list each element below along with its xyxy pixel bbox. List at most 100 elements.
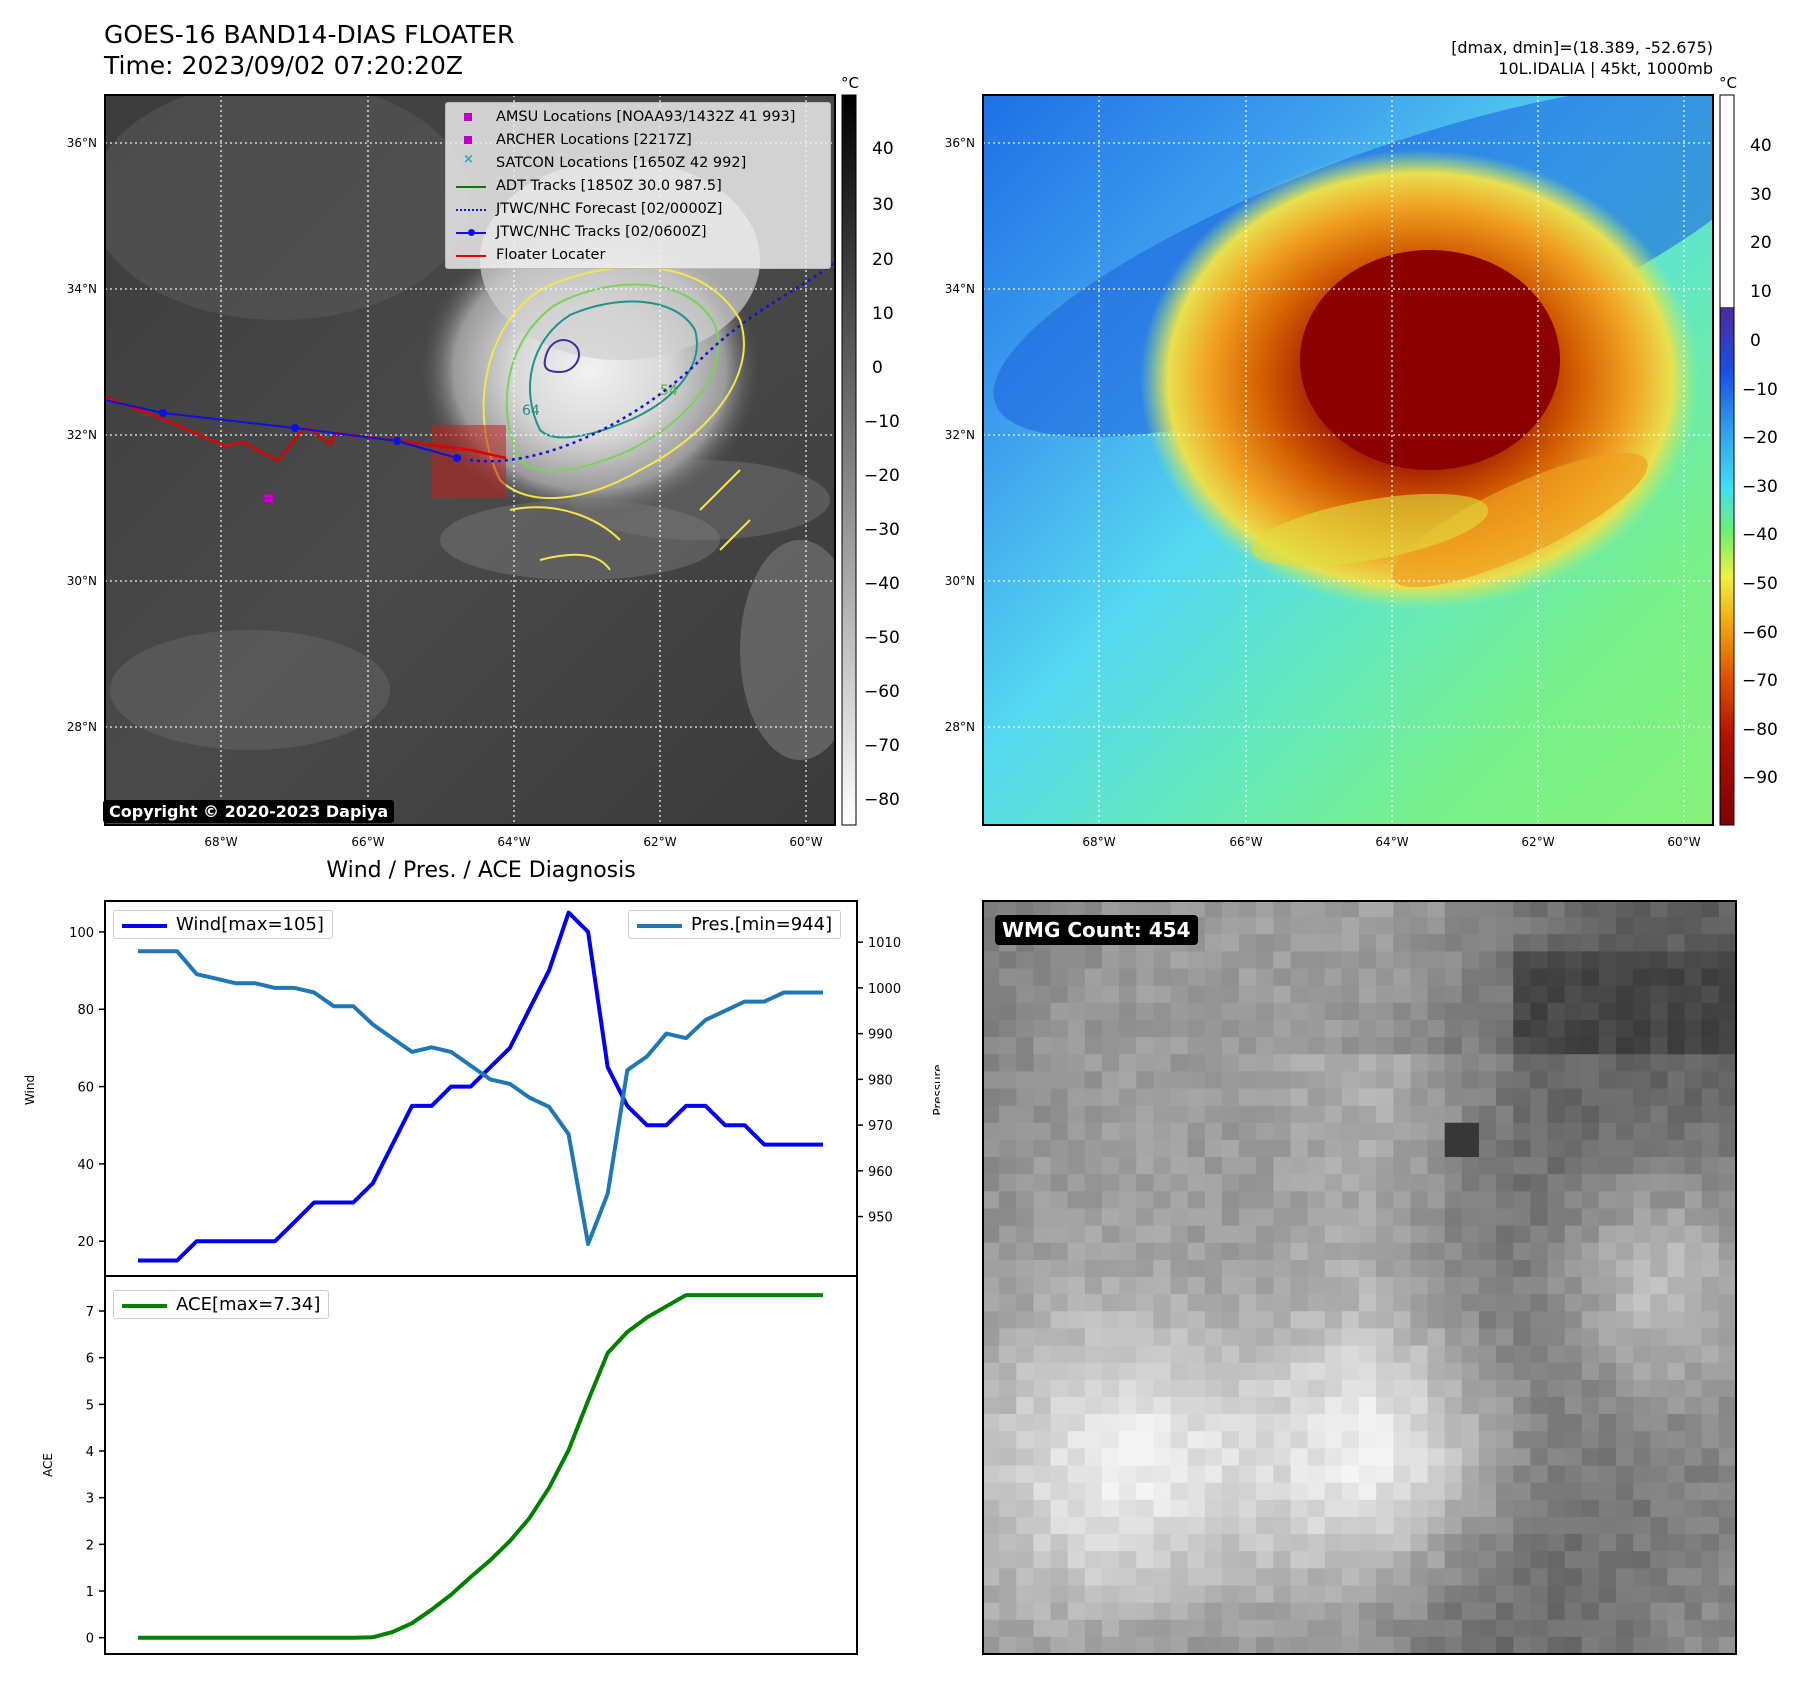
wmg-pixel [1204,1242,1223,1261]
wmg-pixel [1307,917,1326,935]
wmg-pixel [1393,1139,1412,1158]
wmg-pixel [1136,1019,1154,1038]
wmg-pixel [1427,1208,1446,1227]
wmg-pixel [1341,1088,1360,1107]
wmg-pixel [1444,1294,1463,1312]
wmg-pixel [1513,1534,1531,1552]
wmg-pixel [1667,1019,1686,1038]
wmg-pixel [1478,1448,1497,1467]
wmg-pixel [1359,1499,1377,1518]
wmg-pixel [1616,1105,1634,1124]
pressure-legend-label: Pres.[min=944] [691,914,833,935]
wmg-pixel [1084,1191,1103,1210]
wmg-pixel [1067,1499,1086,1518]
wmg-pixel [1359,1602,1377,1621]
wmg-pixel [1324,1105,1343,1124]
wmg-pixel [1564,1208,1583,1227]
ace-series-line [138,1293,823,1640]
wmg-pixel [1324,1448,1343,1467]
wmg-pixel [1359,1414,1377,1432]
wmg-pixel [1513,1277,1531,1295]
wmg-pixel [1581,1345,1600,1364]
wmg-pixel [1290,1277,1309,1295]
wmg-pixel [1547,1379,1566,1398]
wmg-pixel [1307,1379,1326,1398]
wmg-pixel [1684,1122,1703,1141]
wmg-pixel [1496,1414,1514,1432]
wmg-pixel [1667,1602,1686,1621]
wmg-pixel [1633,1602,1651,1621]
wmg-pixel [1187,1619,1206,1638]
wmg-pixel [1718,1157,1736,1175]
wmg-pixel [1050,1362,1069,1381]
wmg-pixel [1496,1345,1514,1364]
wmg-pixel [1410,1448,1429,1467]
wmg-pixel [999,1208,1017,1227]
wmg-pixel [1530,1499,1549,1518]
wmg-pixel [1204,1414,1223,1432]
wmg-pixel [1204,1105,1223,1124]
wmg-pixel [1581,1088,1600,1107]
wmg-pixel [1136,1602,1154,1621]
wmg-pixel [1307,1362,1326,1381]
wmg-pixel [1033,1139,1052,1158]
wmg-pixel [1067,1414,1086,1432]
wmg-pixel [1119,1037,1137,1055]
wmg-pixel [1050,1105,1069,1124]
wmg-pixel [1324,1174,1343,1192]
wmg-pixel [1598,1259,1617,1278]
wmg-pixel [1496,1311,1514,1330]
wmg-pixel [1564,1448,1583,1467]
wmg-pixel [1478,1619,1497,1638]
wmg-pixel [1050,1499,1069,1518]
wmg-pixel [1427,1551,1446,1569]
wmg-pixel [1598,917,1617,935]
wmg-pixel [999,1037,1017,1055]
wmg-pixel [1393,1414,1412,1432]
wmg-pixel [1513,1019,1531,1038]
wmg-pixel [1564,1551,1583,1569]
wmg-pixel [1119,1431,1137,1449]
wmg-pixel [1633,1516,1651,1535]
wmg-pixel [1427,1088,1446,1107]
wmg-pixel [1119,1174,1137,1192]
wmg-pixel [1598,1636,1617,1654]
wmg-pixel [1496,1396,1514,1415]
wmg-pixel [1530,1619,1549,1638]
wmg-pixel [1650,1619,1669,1638]
wmg-pixel [1307,1259,1326,1278]
wmg-pixel [1461,1174,1480,1192]
wmg-pixel [1616,1448,1634,1467]
wmg-pixel [1667,1294,1686,1312]
wmg-pixel [1256,1499,1274,1518]
wmg-pixel [1273,1568,1292,1587]
wmg-pixel [1650,1379,1669,1398]
wmg-pixel [1427,1002,1446,1021]
wmg-pixel [1359,1465,1377,1484]
wmg-pixel [1598,1071,1617,1090]
wmg-pixel [999,1636,1017,1654]
wmg-pixel [1153,1345,1172,1364]
wmg-pixel [999,1105,1017,1124]
wmg-pixel [1461,1465,1480,1484]
wmg-pixel [1204,1636,1223,1654]
wmg-pixel [1221,1157,1240,1175]
wmg-pixel [1239,1157,1257,1175]
wmg-pixel [1273,1311,1292,1330]
wmg-pixel [1513,1585,1531,1604]
wmg-pixel [1273,1037,1292,1055]
wmg-pixel [1581,1414,1600,1432]
wmg-pixel [1136,1585,1154,1604]
wmg-pixel [1084,1122,1103,1141]
wmg-pixel [1204,934,1223,953]
wmg-pixel [1667,1328,1686,1347]
wmg-pixel [1547,1259,1566,1278]
wmg-pixel [1170,1105,1189,1124]
ir-colorbar-unit: °C [841,74,859,92]
wmg-pixel [1376,1002,1394,1021]
wmg-pixel [1650,1054,1669,1072]
wmg-pixel [1101,1448,1120,1467]
wmg-pixel [1684,1345,1703,1364]
wmg-pixel [1050,1379,1069,1398]
pressure-tick-label: 980 [868,1073,893,1088]
